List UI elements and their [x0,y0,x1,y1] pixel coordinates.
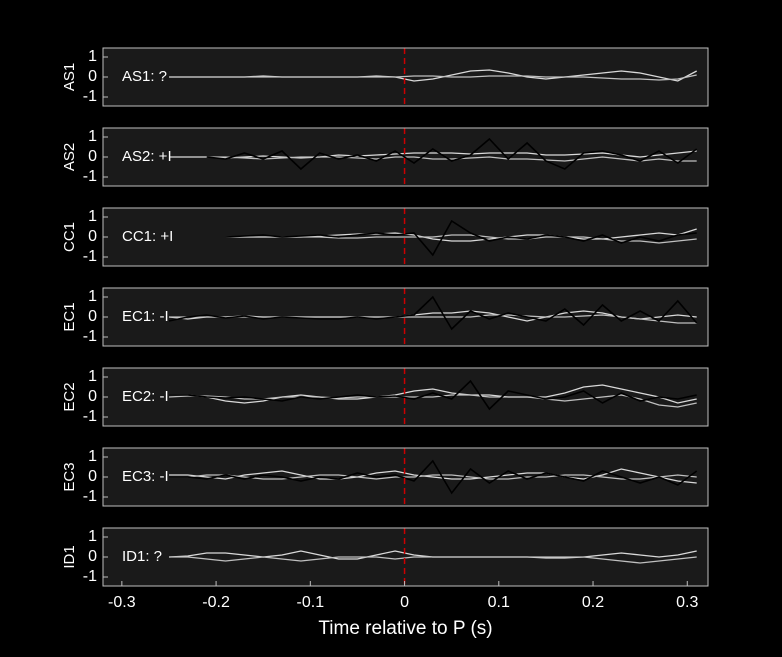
y-tick-label: 0 [88,308,97,325]
station-annotation: AS1: ? [122,68,167,85]
trace [169,459,698,495]
y-tick-label: 0 [88,228,97,245]
y-tick-label: 1 [88,48,97,65]
y-tick-label: 0 [88,148,97,165]
x-tick-label: 0.3 [676,594,698,611]
y-tick-label: -1 [83,88,97,105]
trace [169,314,697,324]
x-tick-label: -0.2 [202,594,230,611]
x-tick-label: 0.1 [488,594,510,611]
y-tick-label: -1 [83,328,97,345]
y-tick-label: 0 [88,468,97,485]
y-tick-label: -1 [83,248,97,265]
station-annotation: EC2: -I [122,388,169,405]
station-annotation: EC3: -I [122,468,169,485]
y-tick-label: 1 [88,128,97,145]
station-annotation: EC1: -I [122,308,169,325]
x-tick-label: -0.3 [108,594,136,611]
y-axis-label: ID1 [61,545,78,568]
y-axis-label: EC3 [61,462,78,491]
trace [206,137,698,171]
y-axis-label: AS2 [61,143,78,171]
x-tick-label: 0.2 [582,594,604,611]
y-tick-label: 1 [88,528,97,545]
panel [103,528,708,586]
trace [168,295,698,331]
trace [169,234,697,244]
trace [169,74,697,81]
y-tick-label: -1 [83,488,97,505]
y-tick-label: 1 [88,448,97,465]
trace [169,219,697,257]
trace [169,556,697,564]
station-annotation: CC1: +I [122,228,173,245]
y-tick-label: 0 [88,388,97,405]
y-axis-label: AS1 [61,63,78,91]
trace [169,156,697,162]
y-tick-label: 1 [88,208,97,225]
x-axis-label: Time relative to P (s) [318,618,492,639]
y-tick-label: -1 [83,568,97,585]
y-axis-label: EC1 [61,302,78,331]
station-annotation: AS2: +I [122,148,172,165]
y-tick-label: 1 [88,288,97,305]
trace [169,474,697,480]
y-tick-label: 1 [88,368,97,385]
trace [169,384,697,404]
x-tick-label: -0.1 [297,594,325,611]
y-tick-label: -1 [83,408,97,425]
trace [169,379,697,411]
station-annotation: ID1: ? [122,548,162,565]
y-tick-label: -1 [83,168,97,185]
y-tick-label: 0 [88,68,97,85]
y-axis-label: EC2 [61,382,78,411]
x-tick-label: 0 [400,594,409,611]
y-tick-label: 0 [88,548,97,565]
trace [169,69,698,82]
y-axis-label: CC1 [61,222,78,252]
